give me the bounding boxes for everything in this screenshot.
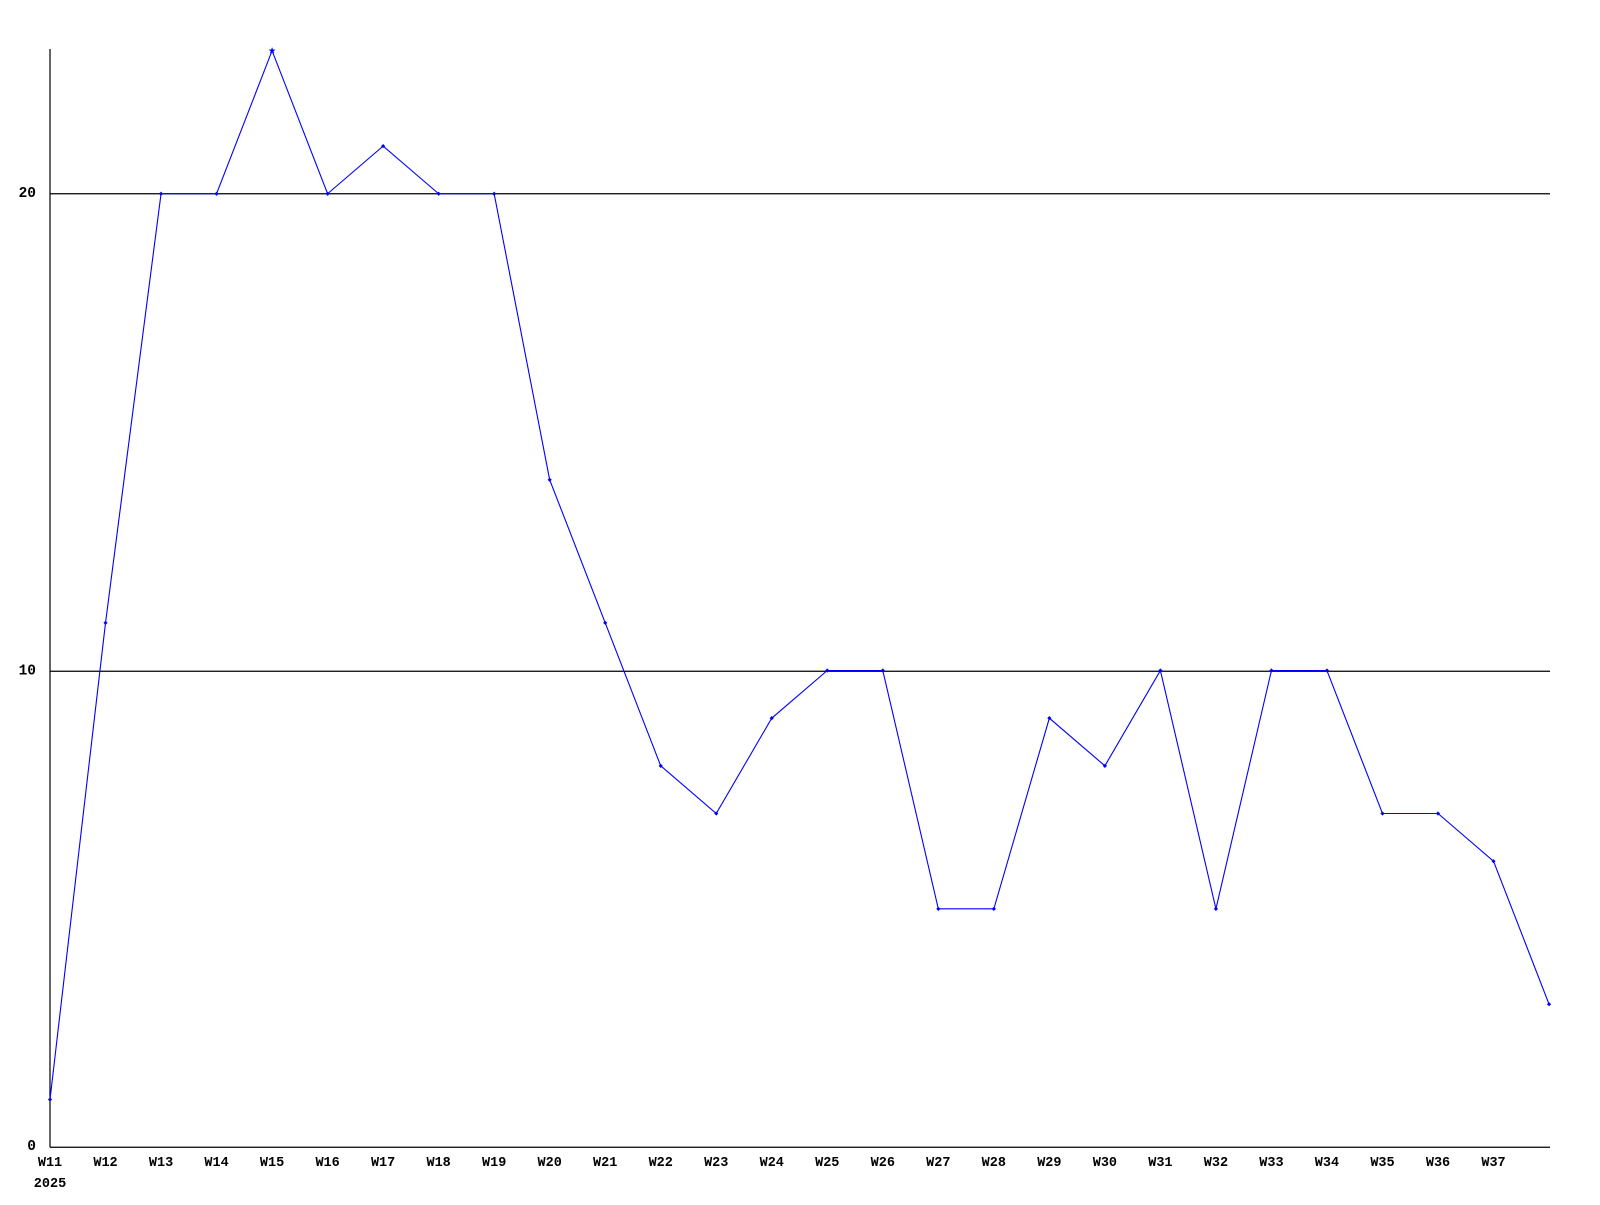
svg-text:W28: W28 (982, 1156, 1006, 1171)
svg-text:W12: W12 (93, 1156, 117, 1171)
svg-text:W34: W34 (1315, 1156, 1339, 1171)
svg-text:W31: W31 (1148, 1156, 1172, 1171)
svg-text:W15: W15 (260, 1156, 284, 1171)
svg-text:2025: 2025 (34, 1177, 66, 1192)
svg-text:W23: W23 (704, 1156, 728, 1171)
svg-text:W17: W17 (371, 1156, 395, 1171)
svg-text:W11: W11 (38, 1156, 62, 1171)
svg-text:W19: W19 (482, 1156, 506, 1171)
svg-text:W27: W27 (926, 1156, 950, 1171)
svg-text:W14: W14 (204, 1156, 228, 1171)
svg-text:W18: W18 (426, 1156, 450, 1171)
svg-text:W22: W22 (649, 1156, 673, 1171)
svg-text:W21: W21 (593, 1156, 617, 1171)
svg-text:W24: W24 (760, 1156, 784, 1171)
svg-text:W25: W25 (815, 1156, 839, 1171)
svg-text:W32: W32 (1204, 1156, 1228, 1171)
svg-text:W36: W36 (1426, 1156, 1450, 1171)
svg-text:W20: W20 (538, 1156, 562, 1171)
svg-text:W33: W33 (1259, 1156, 1283, 1171)
svg-text:0: 0 (27, 1139, 36, 1155)
svg-text:W16: W16 (315, 1156, 339, 1171)
svg-text:W37: W37 (1481, 1156, 1505, 1171)
svg-text:W30: W30 (1093, 1156, 1117, 1171)
svg-text:10: 10 (19, 663, 36, 679)
svg-text:20: 20 (19, 186, 36, 202)
svg-text:W13: W13 (149, 1156, 173, 1171)
svg-text:W29: W29 (1037, 1156, 1061, 1171)
svg-text:W26: W26 (871, 1156, 895, 1171)
svg-text:W35: W35 (1370, 1156, 1394, 1171)
